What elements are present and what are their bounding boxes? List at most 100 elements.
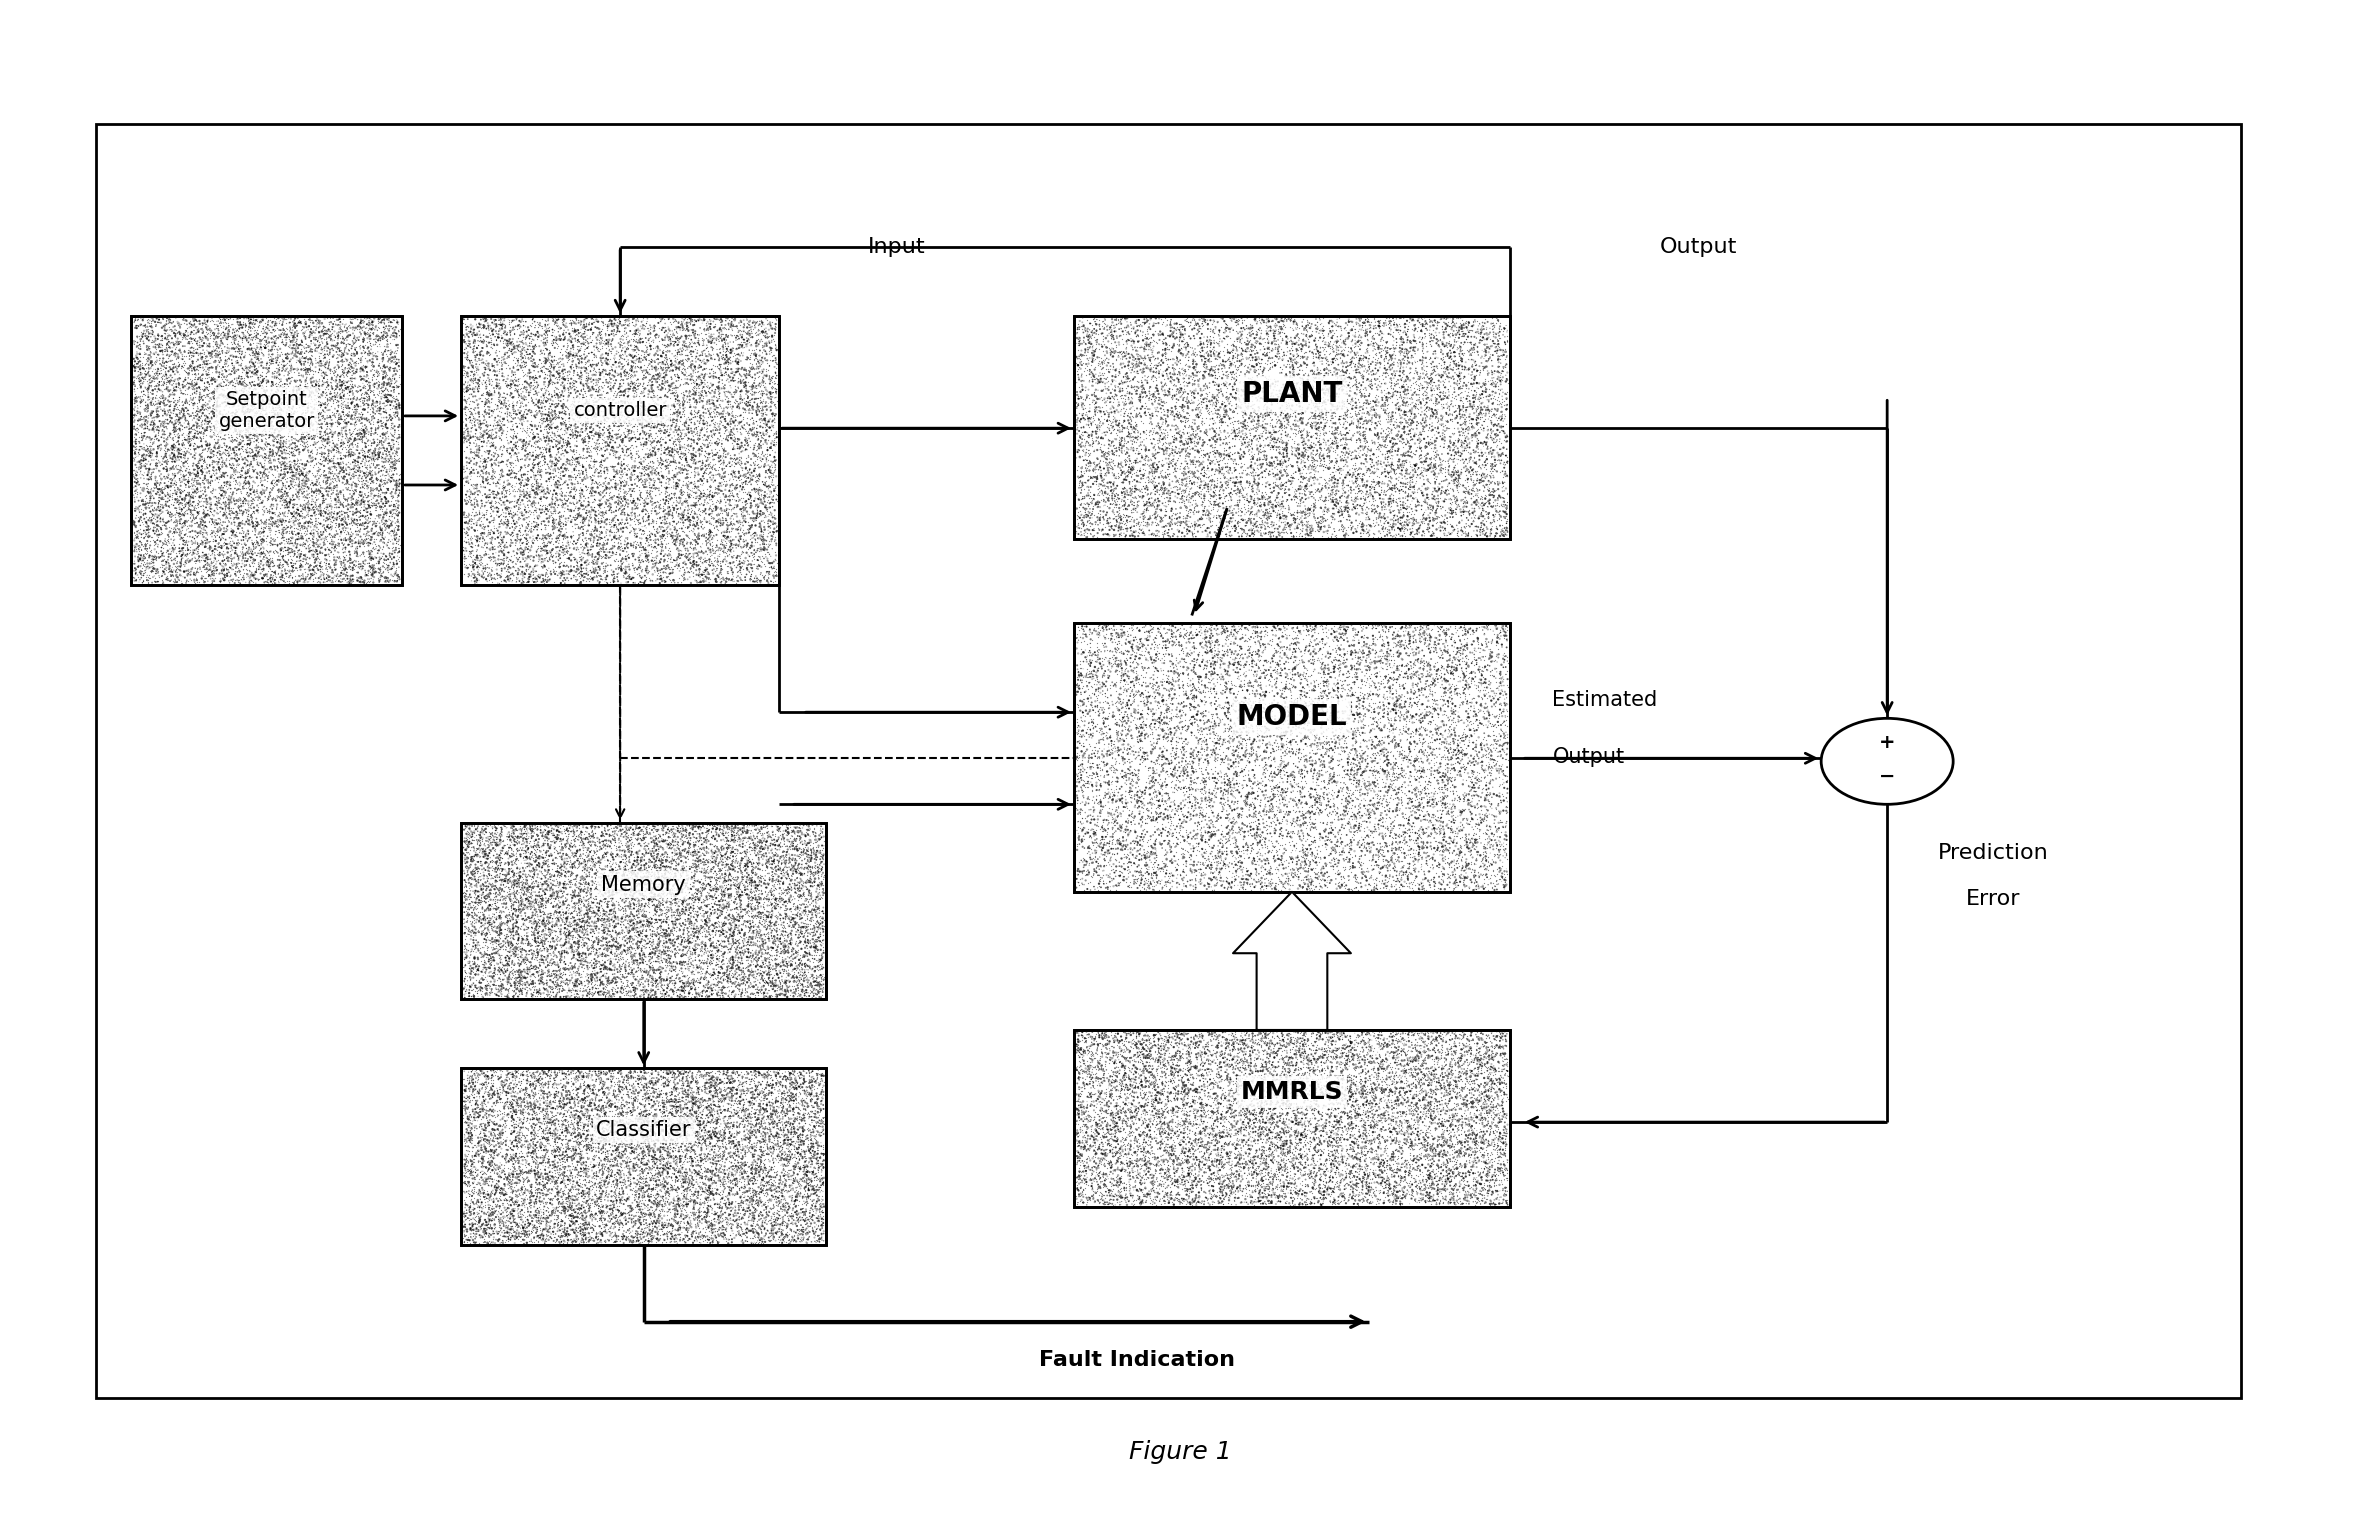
Point	[755, 520, 793, 544]
Point	[359, 454, 396, 478]
Point	[1102, 397, 1140, 421]
Point	[1241, 1058, 1279, 1083]
Point	[1324, 783, 1362, 807]
Point	[1331, 428, 1369, 452]
Point	[734, 932, 772, 957]
Point	[1074, 1184, 1112, 1209]
Point	[1423, 1158, 1461, 1183]
Point	[1220, 664, 1258, 689]
Point	[165, 471, 203, 495]
Point	[557, 488, 595, 512]
Point	[316, 488, 354, 512]
Point	[498, 491, 536, 515]
Point	[1482, 791, 1520, 815]
Point	[189, 404, 227, 429]
Point	[595, 901, 632, 926]
Point	[1260, 440, 1298, 464]
Point	[1381, 1192, 1418, 1217]
Point	[800, 946, 838, 970]
Point	[208, 391, 245, 415]
Point	[1272, 469, 1310, 494]
Point	[484, 1210, 522, 1235]
Point	[592, 863, 630, 887]
Point	[649, 1183, 687, 1207]
Point	[644, 854, 682, 878]
Point	[555, 398, 592, 423]
Point	[127, 351, 165, 375]
Point	[378, 457, 415, 481]
Point	[1392, 1090, 1430, 1115]
Point	[696, 1218, 734, 1243]
Point	[186, 475, 224, 500]
Point	[1093, 866, 1130, 891]
Point	[186, 323, 224, 348]
Point	[1397, 672, 1435, 697]
Point	[1114, 769, 1152, 794]
Point	[269, 498, 307, 523]
Point	[1159, 1054, 1197, 1078]
Point	[538, 1138, 576, 1163]
Point	[1388, 746, 1425, 771]
Point	[165, 512, 203, 537]
Point	[1140, 706, 1178, 731]
Point	[1161, 486, 1199, 511]
Point	[703, 978, 741, 1003]
Point	[526, 1081, 564, 1106]
Point	[1076, 384, 1114, 409]
Point	[229, 331, 267, 355]
Point	[1265, 1055, 1303, 1080]
Point	[1414, 1032, 1451, 1057]
Point	[1081, 394, 1119, 418]
Point	[1135, 451, 1173, 475]
Point	[170, 537, 208, 561]
Point	[491, 832, 529, 857]
Point	[791, 972, 828, 997]
Point	[670, 557, 708, 581]
Point	[1227, 348, 1265, 372]
Point	[1433, 624, 1470, 649]
Point	[632, 429, 670, 454]
Point	[673, 815, 710, 840]
Point	[373, 346, 411, 371]
Point	[1440, 1140, 1477, 1164]
Point	[1187, 371, 1225, 395]
Point	[746, 1117, 784, 1141]
Point	[1192, 714, 1230, 738]
Point	[479, 937, 517, 961]
Point	[1088, 726, 1126, 751]
Point	[243, 394, 281, 418]
Point	[694, 1169, 732, 1193]
Point	[1086, 401, 1123, 426]
Point	[1385, 1061, 1423, 1086]
Point	[1104, 791, 1142, 815]
Point	[1138, 843, 1175, 867]
Point	[1263, 789, 1300, 814]
Point	[267, 517, 304, 541]
Point	[736, 1158, 774, 1183]
Point	[786, 1155, 824, 1180]
Point	[772, 886, 809, 910]
Point	[1138, 404, 1175, 429]
Point	[687, 1200, 725, 1224]
Point	[715, 820, 753, 844]
Point	[1390, 1140, 1428, 1164]
Point	[1355, 669, 1392, 694]
Point	[1371, 469, 1409, 494]
Point	[595, 891, 632, 915]
Point	[585, 400, 623, 424]
Point	[267, 454, 304, 478]
Point	[1135, 1187, 1173, 1212]
Point	[1267, 343, 1305, 368]
Point	[1187, 1138, 1225, 1163]
Point	[1074, 1055, 1112, 1080]
Point	[1324, 1092, 1362, 1117]
Point	[1187, 841, 1225, 866]
Point	[522, 1110, 559, 1135]
Point	[149, 401, 186, 426]
Point	[1222, 1178, 1260, 1203]
Point	[1399, 791, 1437, 815]
Point	[630, 551, 668, 575]
Point	[569, 1147, 607, 1172]
Point	[614, 1109, 651, 1134]
Point	[588, 892, 625, 917]
